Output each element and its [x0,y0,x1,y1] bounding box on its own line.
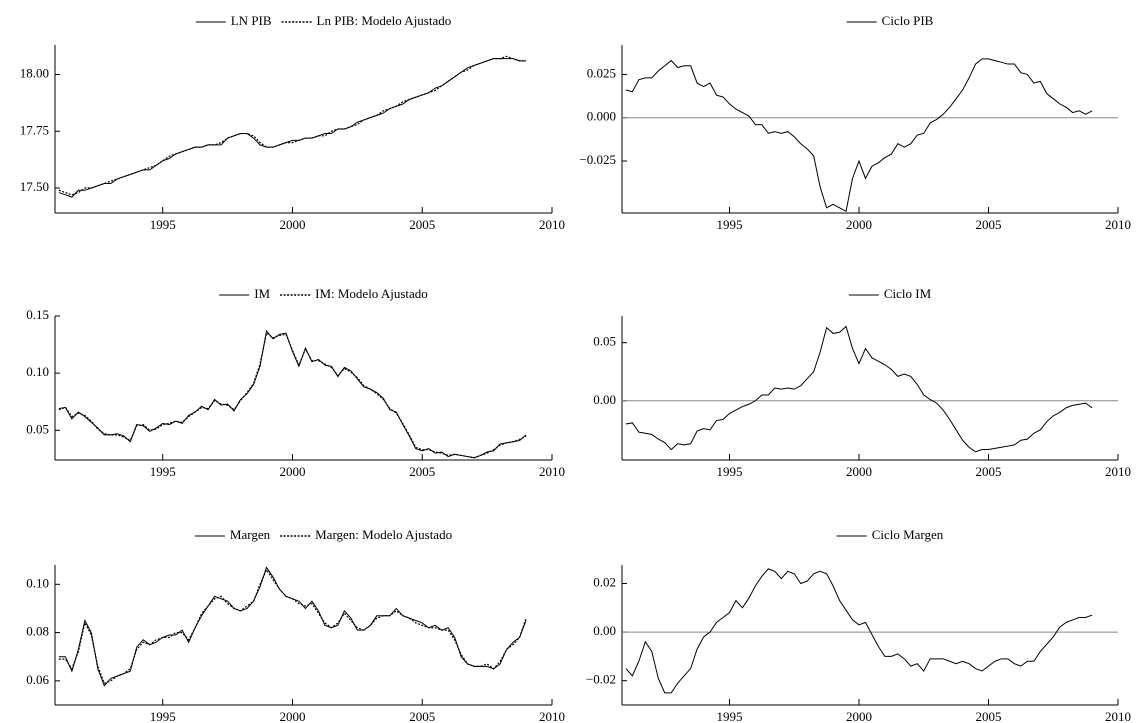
legend-label: Ciclo Margen [872,527,944,542]
x-tick-label: 2010 [539,709,565,723]
y-tick-label: 0.05 [26,421,49,436]
series-line [58,568,527,685]
y-tick-label: 18.00 [20,65,49,80]
y-tick-label: 17.50 [20,179,49,194]
x-tick-label: 2010 [1105,709,1131,723]
y-tick-label: 0.00 [593,392,616,407]
y-tick-label: 0.10 [26,575,49,590]
series-line [58,566,527,687]
x-tick-label: 2010 [1105,217,1131,232]
x-tick-label: 2010 [1105,464,1131,479]
y-tick-label: −0.02 [586,672,616,687]
y-tick-label: 17.75 [20,122,49,137]
x-tick-label: 2010 [539,217,565,232]
x-tick-label: 2000 [846,709,872,723]
x-tick-label: 2005 [975,217,1001,232]
legend: Ciclo PIB [846,13,934,28]
y-tick-label: 0.02 [593,574,616,589]
legend-label: Margen: Modelo Ajustado [315,527,452,542]
x-tick-label: 1995 [150,709,176,723]
x-tick-label: 2005 [409,464,435,479]
legend: LN PIB Ln PIB: Modelo Ajustado [195,13,452,28]
y-tick-label: 0.05 [593,334,616,349]
y-tick-label: −0.025 [579,152,616,167]
legend-label: Ciclo IM [884,286,932,301]
y-tick-label: 0.00 [593,623,616,638]
series-line [58,329,527,459]
panel: 0.05 0.10 0.15 1995 2000 2005 2010 IM IM: Modelo… [26,286,565,479]
legend-label: Ciclo PIB [882,13,934,28]
legend-label: LN PIB [231,13,272,28]
x-tick-label: 2000 [279,217,305,232]
x-tick-label: 1995 [150,464,176,479]
series-line [58,332,527,459]
panel: 0.00 0.05 1995 2000 2005 2010 Ciclo IM [593,286,1131,479]
series-line [58,55,527,196]
series-line [625,58,1093,213]
series-line [58,58,527,198]
x-tick-label: 1995 [716,464,742,479]
x-tick-label: 2000 [846,217,872,232]
x-tick-label: 2005 [975,464,1001,479]
legend-label: Ln PIB: Modelo Ajustado [317,13,452,28]
y-tick-label: 0.000 [587,109,616,124]
legend-label: Margen [230,527,271,542]
x-tick-label: 2005 [409,709,435,723]
series-line [625,325,1093,453]
legend: Ciclo IM [848,286,932,301]
x-tick-label: 2005 [409,217,435,232]
legend-label: IM [254,286,270,301]
y-tick-label: 0.06 [26,672,49,687]
x-tick-label: 2005 [975,709,1001,723]
x-tick-label: 2000 [279,464,305,479]
x-tick-label: 1995 [716,217,742,232]
legend: Margen Margen: Modelo Ajustado [194,527,452,542]
y-tick-label: 0.025 [587,65,616,80]
x-tick-label: 2010 [539,464,565,479]
legend-label: IM: Modelo Ajustado [315,286,428,301]
legend: Ciclo Margen [836,527,944,542]
x-tick-label: 2000 [846,464,872,479]
y-tick-label: 0.15 [26,307,49,322]
y-tick-label: 0.08 [26,624,49,639]
y-tick-label: 0.10 [26,364,49,379]
legend: IM IM: Modelo Ajustado [219,286,428,301]
x-tick-label: 2000 [279,709,305,723]
x-tick-label: 1995 [150,217,176,232]
panel: −0.025 0.000 0.025 1995 2000 2005 2010 Ciclo PI… [579,13,1131,232]
x-tick-label: 1995 [716,709,742,723]
panel: −0.02 0.00 0.02 1995 2000 2005 2010 Ciclo Marge… [586,527,1131,723]
panel: 17.50 17.75 18.00 1995 2000 2005 2010 LN PIB Ln … [20,13,565,232]
series-line [625,568,1093,694]
